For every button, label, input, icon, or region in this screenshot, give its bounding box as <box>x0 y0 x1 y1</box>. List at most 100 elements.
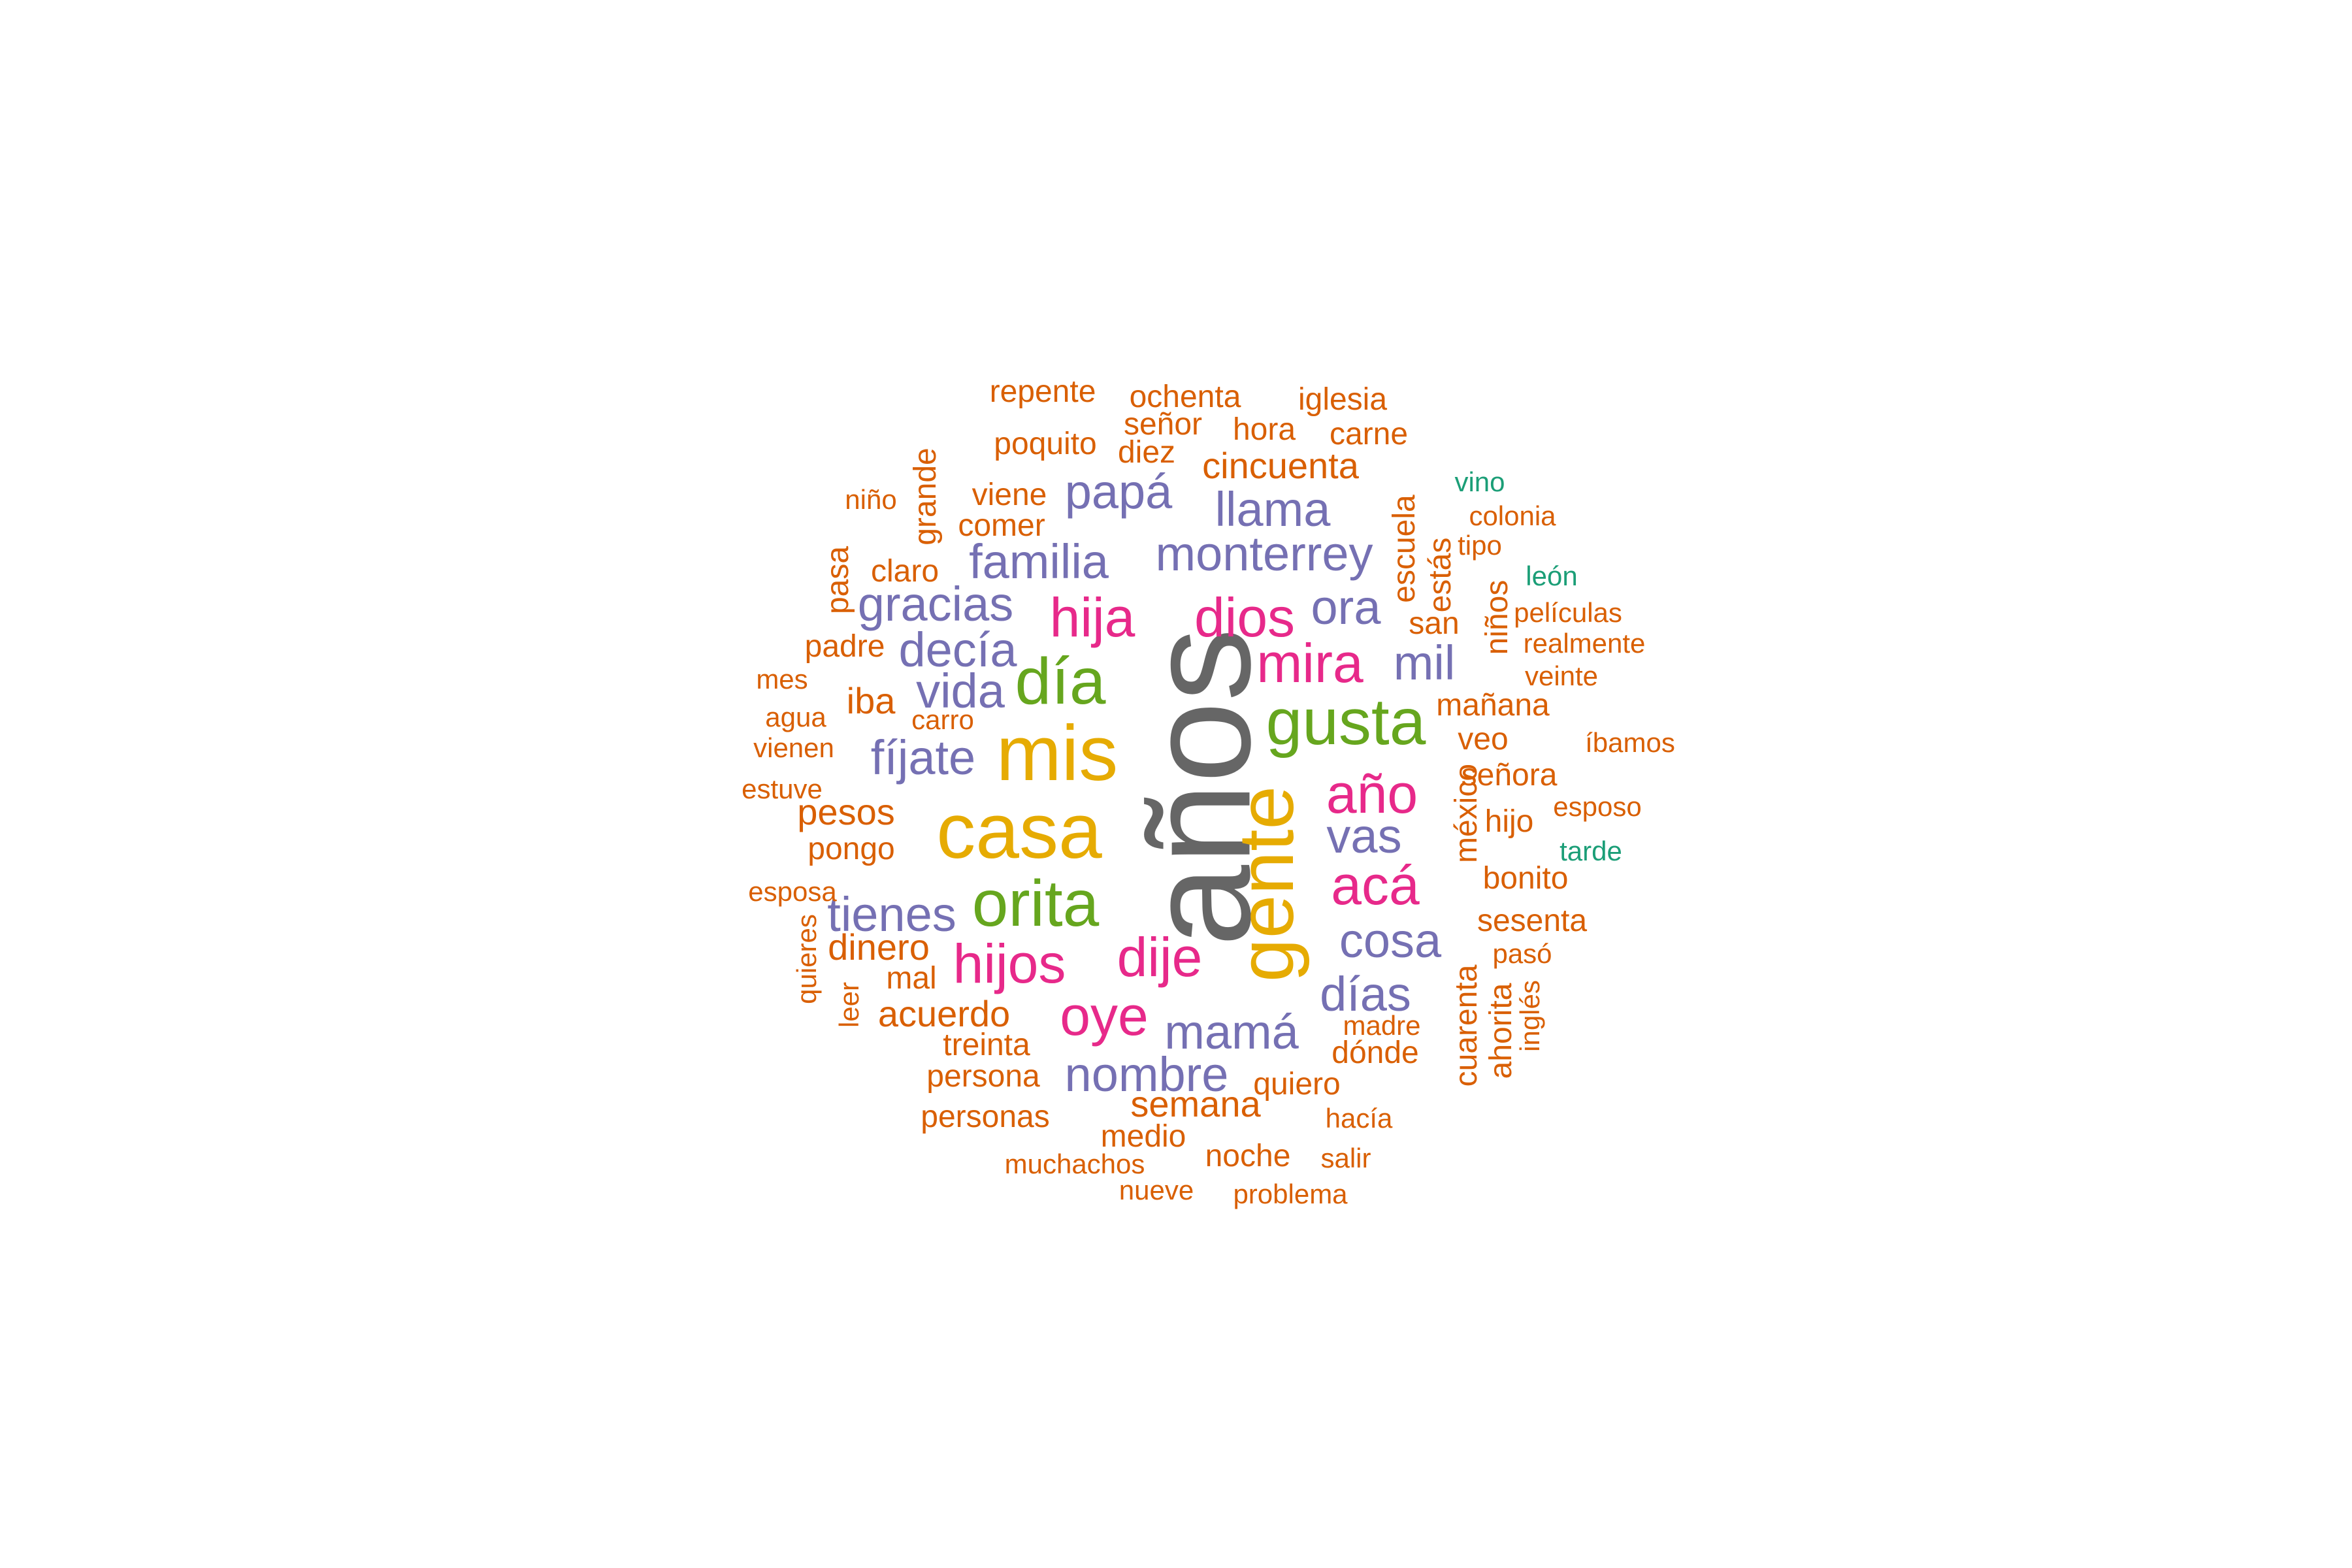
word-cloud-word: ahorita <box>1484 983 1518 1079</box>
word-cloud-word: dije <box>1117 926 1203 988</box>
word-cloud-word: problema <box>1233 1179 1348 1209</box>
word-cloud-word: viene <box>972 478 1047 512</box>
word-cloud-word: estás <box>1423 537 1458 613</box>
word-cloud-word: señor <box>1123 407 1203 442</box>
word-cloud-word: decía <box>898 623 1017 677</box>
word-cloud-word: quiero <box>1253 1067 1341 1102</box>
word-cloud-word: carro <box>911 704 974 735</box>
word-cloud-word: íbamos <box>1585 727 1675 758</box>
word-cloud-word: dónde <box>1331 1036 1419 1070</box>
word-cloud-word: niño <box>845 484 897 515</box>
word-cloud-word: monterrey <box>1155 527 1373 581</box>
word-cloud-word: dios <box>1194 587 1296 648</box>
word-cloud-word: cuarenta <box>1449 964 1484 1087</box>
word-cloud-word: mes <box>756 664 808 694</box>
word-cloud-word: treinta <box>943 1028 1030 1062</box>
word-cloud-word: acuerdo <box>877 993 1011 1034</box>
word-cloud-word: cincuenta <box>1202 445 1359 486</box>
word-cloud-word: leer <box>834 981 864 1028</box>
word-cloud-word: muchachos <box>1004 1149 1145 1179</box>
word-cloud-word: mamá <box>1164 1005 1299 1059</box>
word-cloud-word: san <box>1409 606 1460 641</box>
word-cloud-word: hora <box>1232 412 1296 447</box>
word-cloud-word: mil <box>1393 636 1456 690</box>
word-cloud-word: vino <box>1454 466 1505 497</box>
word-cloud-word: año <box>1326 763 1418 825</box>
word-cloud-word: comer <box>958 508 1045 543</box>
word-cloud-word: mis <box>996 710 1119 797</box>
word-cloud-word: persona <box>926 1059 1040 1094</box>
word-cloud-word: vas <box>1326 809 1402 863</box>
word-cloud-word: personas <box>921 1100 1050 1134</box>
word-cloud-word: ochenta <box>1129 380 1241 414</box>
word-cloud-word: mira <box>1256 632 1364 694</box>
word-cloud-word: iba <box>846 680 896 721</box>
word-cloud-word: estuve <box>742 774 823 804</box>
word-cloud-word: familia <box>969 534 1109 589</box>
word-cloud-word: poquito <box>994 427 1097 461</box>
word-cloud-word: tienes <box>827 887 956 941</box>
word-cloud-word: pasa <box>821 546 855 615</box>
word-cloud-word: papá <box>1064 465 1173 519</box>
word-cloud-word: hijos <box>953 933 1066 994</box>
word-cloud-word: mañana <box>1436 688 1550 723</box>
word-cloud-word: fíjate <box>870 730 976 785</box>
word-cloud-word: carne <box>1329 417 1409 451</box>
word-cloud-word: pongo <box>808 832 895 866</box>
word-cloud-word: niños <box>1480 580 1514 655</box>
word-cloud-word: padre <box>804 629 885 664</box>
word-cloud-word: dinero <box>828 926 930 968</box>
word-cloud-word: semana <box>1130 1083 1261 1124</box>
word-cloud-word: claro <box>870 554 939 589</box>
word-cloud-word: nombre <box>1064 1047 1229 1102</box>
word-cloud-word: hijo <box>1484 804 1534 839</box>
word-cloud-word: colonia <box>1469 500 1556 531</box>
word-cloud-word: bonito <box>1482 861 1569 896</box>
word-cloud-word: días <box>1320 967 1411 1021</box>
word-cloud-word: cosa <box>1339 913 1442 968</box>
word-cloud-word: inglés <box>1514 980 1545 1052</box>
word-cloud-word: gente <box>1222 785 1310 983</box>
word-cloud-word: hija <box>1049 587 1135 648</box>
word-cloud-word: gusta <box>1266 685 1426 759</box>
word-cloud-word: hacía <box>1325 1103 1393 1134</box>
word-cloud-word: tarde <box>1560 836 1622 866</box>
word-cloud-word: medio <box>1100 1119 1186 1154</box>
word-cloud-word: señora <box>1461 758 1558 792</box>
word-cloud-word: orita <box>972 867 1100 940</box>
word-cloud-word: oye <box>1060 985 1149 1047</box>
word-cloud-word: noche <box>1205 1139 1291 1173</box>
word-cloud-word: sesenta <box>1477 904 1588 938</box>
word-cloud-word: vida <box>916 664 1005 718</box>
word-cloud-word: realmente <box>1523 628 1646 659</box>
word-cloud-word: casa <box>936 787 1102 875</box>
word-cloud-word: día <box>1015 645 1106 718</box>
word-cloud-word: llama <box>1215 482 1331 536</box>
word-cloud-word: esposo <box>1553 791 1642 822</box>
word-cloud-word: veo <box>1458 722 1509 757</box>
word-cloud-word: nueve <box>1119 1175 1194 1205</box>
word-cloud-word: quieres <box>791 914 822 1004</box>
word-cloud-word: películas <box>1514 597 1622 628</box>
word-cloud-word: grande <box>908 448 943 546</box>
word-cloud-word: mal <box>886 961 937 996</box>
word-cloud-word: escuela <box>1387 495 1422 603</box>
word-cloud-word: agua <box>765 702 826 732</box>
word-cloud-word: acá <box>1331 855 1420 916</box>
word-cloud-word: león <box>1526 561 1578 591</box>
word-cloud-word: vienen <box>753 732 834 763</box>
word-cloud-word: esposa <box>748 876 837 907</box>
word-cloud-word: tipo <box>1458 530 1502 561</box>
word-cloud-word: repente <box>989 374 1096 409</box>
word-cloud-word: iglesia <box>1298 382 1388 417</box>
word-cloud-word: méxico <box>1449 763 1484 864</box>
word-cloud-word: gracias <box>857 577 1014 631</box>
word-cloud-word: madre <box>1343 1010 1421 1041</box>
word-cloud-word: pesos <box>797 791 895 832</box>
word-cloud-word: diez <box>1117 435 1176 470</box>
word-cloud-word: veinte <box>1524 661 1599 691</box>
word-cloud-word: salir <box>1320 1143 1371 1173</box>
word-cloud-word: ora <box>1311 580 1381 634</box>
word-cloud-word: pasó <box>1492 938 1552 969</box>
